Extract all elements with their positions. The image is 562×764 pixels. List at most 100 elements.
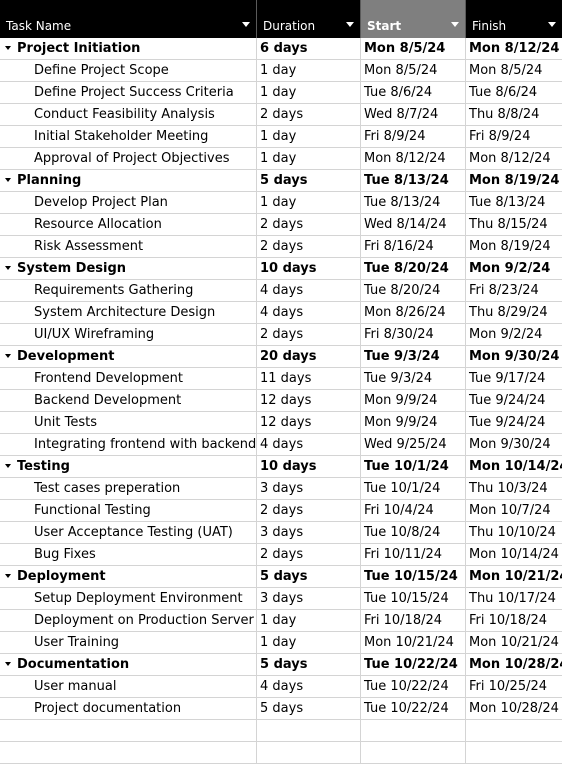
task-name-cell[interactable]: Develop Project Plan xyxy=(0,192,257,213)
start-date-cell[interactable]: Mon 8/12/24 xyxy=(361,148,466,169)
task-name-cell[interactable]: Define Project Success Criteria xyxy=(0,82,257,103)
finish-date-cell[interactable]: Mon 10/28/24 xyxy=(466,698,562,719)
summary-task-row[interactable]: Planning 5 days Tue 8/13/24 Mon 8/19/24 xyxy=(0,170,562,192)
start-date-cell[interactable]: Tue 8/20/24 xyxy=(361,280,466,301)
collapse-triangle-icon[interactable] xyxy=(5,353,11,358)
start-date-cell[interactable]: Tue 10/8/24 xyxy=(361,522,466,543)
start-date-cell[interactable]: Tue 8/6/24 xyxy=(361,82,466,103)
task-name-cell[interactable]: Unit Tests xyxy=(0,412,257,433)
finish-date-cell[interactable]: Fri 8/23/24 xyxy=(466,280,562,301)
task-name-cell[interactable]: Development xyxy=(0,346,257,367)
finish-date-cell[interactable]: Mon 10/28/24 xyxy=(466,654,562,675)
task-name-cell[interactable]: Backend Development xyxy=(0,390,257,411)
task-name-cell[interactable]: Test cases preperation xyxy=(0,478,257,499)
start-date-cell[interactable]: Tue 10/22/24 xyxy=(361,676,466,697)
duration-cell[interactable]: 11 days xyxy=(257,368,361,389)
duration-cell[interactable]: 4 days xyxy=(257,280,361,301)
task-name-cell[interactable]: Project Initiation xyxy=(0,38,257,59)
task-row[interactable]: UI/UX Wireframing 2 days Fri 8/30/24 Mon 9/… xyxy=(0,324,562,346)
task-name-cell[interactable]: Risk Assessment xyxy=(0,236,257,257)
task-name-cell[interactable]: Conduct Feasibility Analysis xyxy=(0,104,257,125)
duration-cell[interactable]: 5 days xyxy=(257,654,361,675)
duration-cell[interactable]: 3 days xyxy=(257,588,361,609)
start-date-cell[interactable]: Mon 9/9/24 xyxy=(361,390,466,411)
start-date-cell[interactable]: Mon 8/26/24 xyxy=(361,302,466,323)
duration-cell[interactable]: 12 days xyxy=(257,412,361,433)
start-date-cell[interactable]: Wed 8/14/24 xyxy=(361,214,466,235)
start-date-cell[interactable]: Fri 10/11/24 xyxy=(361,544,466,565)
finish-date-cell[interactable]: Tue 9/24/24 xyxy=(466,412,562,433)
duration-cell[interactable]: 1 day xyxy=(257,60,361,81)
finish-date-cell[interactable]: Thu 10/10/24 xyxy=(466,522,562,543)
task-row[interactable]: Define Project Scope 1 day Mon 8/5/24 Mon 8… xyxy=(0,60,562,82)
summary-task-row[interactable]: Documentation 5 days Tue 10/22/24 Mon 10/28… xyxy=(0,654,562,676)
start-date-cell[interactable]: Tue 10/22/24 xyxy=(361,698,466,719)
start-date-cell[interactable]: Tue 10/22/24 xyxy=(361,654,466,675)
finish-date-cell[interactable]: Tue 8/13/24 xyxy=(466,192,562,213)
finish-date-cell[interactable]: Mon 8/5/24 xyxy=(466,60,562,81)
start-date-cell[interactable]: Tue 8/13/24 xyxy=(361,192,466,213)
task-row[interactable]: Integrating frontend with backend 4 days W… xyxy=(0,434,562,456)
task-name-cell[interactable]: Documentation xyxy=(0,654,257,675)
duration-cell[interactable]: 5 days xyxy=(257,698,361,719)
task-row[interactable]: Approval of Project Objectives 1 day Mon 8… xyxy=(0,148,562,170)
task-row[interactable]: User Training 1 day Mon 10/21/24 Mon 10/21/… xyxy=(0,632,562,654)
start-date-cell[interactable]: Wed 8/7/24 xyxy=(361,104,466,125)
duration-cell[interactable]: 4 days xyxy=(257,676,361,697)
collapse-triangle-icon[interactable] xyxy=(5,265,11,270)
task-name-cell[interactable]: Initial Stakeholder Meeting xyxy=(0,126,257,147)
dropdown-arrow-icon[interactable] xyxy=(451,22,459,27)
duration-cell[interactable]: 1 day xyxy=(257,126,361,147)
finish-date-cell[interactable]: Mon 9/2/24 xyxy=(466,324,562,345)
start-date-cell[interactable]: Tue 9/3/24 xyxy=(361,368,466,389)
duration-cell[interactable]: 4 days xyxy=(257,434,361,455)
finish-date-cell[interactable] xyxy=(466,742,562,763)
finish-date-cell[interactable]: Mon 8/19/24 xyxy=(466,170,562,191)
finish-date-cell[interactable]: Mon 8/12/24 xyxy=(466,38,562,59)
finish-date-cell[interactable]: Fri 10/18/24 xyxy=(466,610,562,631)
start-date-cell[interactable]: Mon 8/5/24 xyxy=(361,60,466,81)
collapse-triangle-icon[interactable] xyxy=(5,45,11,50)
finish-date-cell[interactable]: Mon 9/2/24 xyxy=(466,258,562,279)
dropdown-arrow-icon[interactable] xyxy=(548,22,556,27)
duration-cell[interactable]: 10 days xyxy=(257,456,361,477)
finish-date-cell[interactable]: Mon 9/30/24 xyxy=(466,434,562,455)
column-header-duration[interactable]: Duration xyxy=(257,0,361,38)
task-row[interactable]: Risk Assessment 2 days Fri 8/16/24 Mon 8/19… xyxy=(0,236,562,258)
duration-cell[interactable]: 5 days xyxy=(257,170,361,191)
duration-cell[interactable]: 2 days xyxy=(257,214,361,235)
finish-date-cell[interactable]: Mon 8/19/24 xyxy=(466,236,562,257)
empty-row[interactable] xyxy=(0,742,562,764)
start-date-cell[interactable]: Tue 10/1/24 xyxy=(361,456,466,477)
empty-row[interactable] xyxy=(0,720,562,742)
task-row[interactable]: Develop Project Plan 1 day Tue 8/13/24 Tue … xyxy=(0,192,562,214)
duration-cell[interactable]: 2 days xyxy=(257,324,361,345)
task-row[interactable]: Define Project Success Criteria 1 day Tue … xyxy=(0,82,562,104)
start-date-cell[interactable]: Fri 8/9/24 xyxy=(361,126,466,147)
task-row[interactable]: User manual 4 days Tue 10/22/24 Fri 10/25/2… xyxy=(0,676,562,698)
collapse-triangle-icon[interactable] xyxy=(5,573,11,578)
task-name-cell[interactable]: Resource Allocation xyxy=(0,214,257,235)
start-date-cell[interactable] xyxy=(361,720,466,741)
finish-date-cell[interactable]: Mon 10/21/24 xyxy=(466,566,562,587)
finish-date-cell[interactable]: Tue 9/24/24 xyxy=(466,390,562,411)
column-header-task-name[interactable]: Task Name xyxy=(0,0,257,38)
start-date-cell[interactable]: Wed 9/25/24 xyxy=(361,434,466,455)
task-name-cell[interactable]: Define Project Scope xyxy=(0,60,257,81)
finish-date-cell[interactable]: Mon 10/14/24 xyxy=(466,456,562,477)
task-name-cell[interactable]: User Acceptance Testing (UAT) xyxy=(0,522,257,543)
task-name-cell[interactable]: Deployment on Production Server xyxy=(0,610,257,631)
task-name-cell[interactable]: System Design xyxy=(0,258,257,279)
task-row[interactable]: Setup Deployment Environment 3 days Tue 10… xyxy=(0,588,562,610)
duration-cell[interactable]: 2 days xyxy=(257,236,361,257)
task-name-cell[interactable]: Bug Fixes xyxy=(0,544,257,565)
collapse-triangle-icon[interactable] xyxy=(5,661,11,666)
task-name-cell[interactable]: Planning xyxy=(0,170,257,191)
duration-cell[interactable]: 2 days xyxy=(257,500,361,521)
task-name-cell[interactable]: User Training xyxy=(0,632,257,653)
finish-date-cell[interactable]: Tue 9/17/24 xyxy=(466,368,562,389)
task-row[interactable]: Functional Testing 2 days Fri 10/4/24 Mon 1… xyxy=(0,500,562,522)
collapse-triangle-icon[interactable] xyxy=(5,463,11,468)
start-date-cell[interactable]: Tue 8/13/24 xyxy=(361,170,466,191)
start-date-cell[interactable]: Fri 8/30/24 xyxy=(361,324,466,345)
